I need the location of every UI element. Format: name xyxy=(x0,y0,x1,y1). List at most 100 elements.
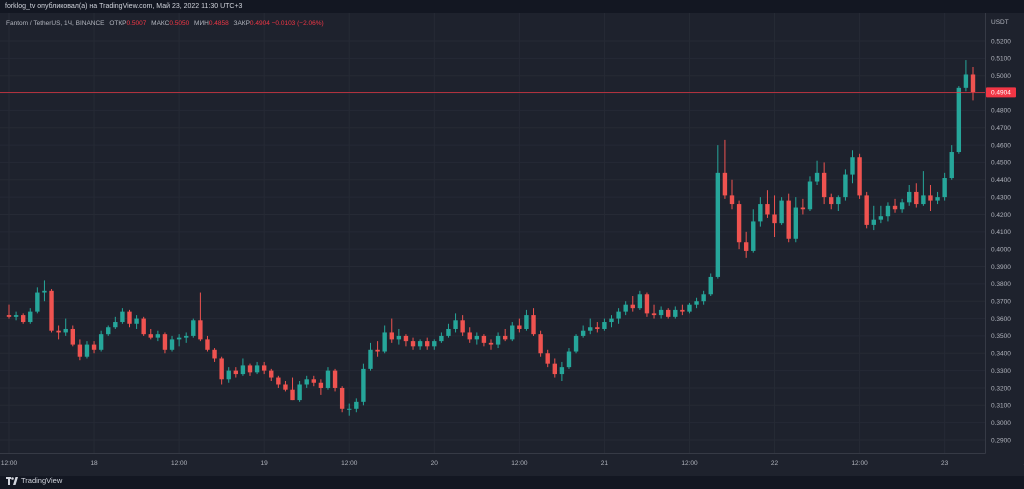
candle-body xyxy=(70,328,75,345)
candle xyxy=(871,205,876,231)
candle xyxy=(630,296,635,312)
candle xyxy=(701,290,706,305)
x-tick-label: 12:00 xyxy=(511,460,528,467)
low-label: МИН xyxy=(194,20,209,27)
candle-body xyxy=(602,322,607,329)
candle xyxy=(729,179,735,210)
candle-body xyxy=(127,311,132,324)
candle xyxy=(843,169,848,201)
candle xyxy=(233,367,239,378)
candle xyxy=(70,325,75,347)
candle xyxy=(311,375,316,387)
candle-body xyxy=(658,309,664,316)
candle-body xyxy=(219,358,224,380)
candle xyxy=(928,184,933,212)
candle xyxy=(786,193,791,243)
candle xyxy=(722,139,728,199)
candle-body xyxy=(63,328,68,333)
open-label: ОТКР xyxy=(109,20,127,27)
candle-body xyxy=(467,332,472,340)
candle-body xyxy=(956,87,962,153)
candle-body xyxy=(13,315,19,317)
candle xyxy=(644,292,650,317)
y-tick-label: 0.5000 xyxy=(991,73,1011,80)
candle-body xyxy=(765,204,770,215)
chart-pane[interactable] xyxy=(0,13,1024,476)
candle xyxy=(35,287,40,314)
candle-body xyxy=(410,341,416,347)
close-label: ЗАКР xyxy=(233,20,250,27)
y-tick-label: 0.4000 xyxy=(991,246,1011,253)
y-tick-label: 0.5200 xyxy=(991,38,1011,45)
candle-body xyxy=(559,367,565,375)
candle xyxy=(184,332,189,343)
candle xyxy=(609,315,614,328)
candle-body xyxy=(928,195,933,201)
candle-body xyxy=(758,204,763,222)
candle-body xyxy=(368,349,373,369)
candle xyxy=(403,334,409,347)
candle-body xyxy=(871,219,876,225)
candle xyxy=(588,318,593,335)
candle xyxy=(559,361,565,382)
candle xyxy=(191,318,196,338)
candle xyxy=(417,339,423,350)
candle-body xyxy=(460,320,465,333)
time-axis[interactable]: 12:00 18 12:00 19 12:00 20 12:00 21 12:00 22 12:00… xyxy=(0,453,1024,468)
candle-body xyxy=(155,334,161,338)
y-tick-label: 0.3100 xyxy=(991,403,1011,410)
brand-name: TradingView xyxy=(21,476,63,485)
candle-body xyxy=(162,334,168,350)
candle xyxy=(666,308,671,319)
candle-body xyxy=(914,191,919,205)
candle-body xyxy=(495,335,501,345)
candle-body xyxy=(736,204,742,243)
candle-body xyxy=(375,349,380,352)
candle-body xyxy=(297,384,302,401)
candle xyxy=(751,209,756,253)
candle xyxy=(304,375,309,388)
price-axis[interactable]: 0.52000.51000.50000.49000.48000.47000.46… xyxy=(985,13,1017,454)
open-value: 0.5007 xyxy=(126,20,147,27)
candle-body xyxy=(481,335,487,343)
candle-body xyxy=(857,157,862,196)
candle xyxy=(616,308,621,324)
candle xyxy=(899,198,905,213)
candle xyxy=(49,289,54,333)
candle xyxy=(91,341,97,354)
candle-body xyxy=(269,370,274,378)
y-tick-label: 0.3300 xyxy=(991,368,1011,375)
candle xyxy=(176,334,182,347)
y-tick-label: 0.3000 xyxy=(991,420,1011,427)
candle-body xyxy=(42,290,47,293)
candle-body xyxy=(184,335,189,338)
candle xyxy=(857,153,862,199)
candle xyxy=(758,197,763,227)
x-tick-label: 22 xyxy=(771,460,779,467)
candle xyxy=(134,315,139,329)
candle xyxy=(205,335,210,352)
candle-body xyxy=(474,335,480,340)
candle-body xyxy=(644,294,650,314)
candle-body xyxy=(573,335,579,352)
candle xyxy=(141,316,146,336)
candle-body xyxy=(580,330,586,336)
candle xyxy=(169,335,175,352)
y-tick-label: 0.2900 xyxy=(991,437,1011,444)
candle xyxy=(814,160,820,185)
candle-body xyxy=(276,377,281,385)
candle-body xyxy=(35,292,40,312)
candle xyxy=(297,381,302,402)
candle-body xyxy=(687,304,692,312)
candle xyxy=(914,183,919,208)
candle-body xyxy=(247,365,253,373)
candle-body xyxy=(453,320,458,329)
symbol-name: Fantom / TetherUS, 1Ч, BINANCE xyxy=(6,20,105,27)
candle xyxy=(552,358,557,378)
candle xyxy=(538,330,543,357)
candle xyxy=(283,381,288,392)
candle xyxy=(98,330,104,352)
candle xyxy=(389,318,394,343)
tradingview-logo[interactable]: TradingView xyxy=(6,476,62,485)
